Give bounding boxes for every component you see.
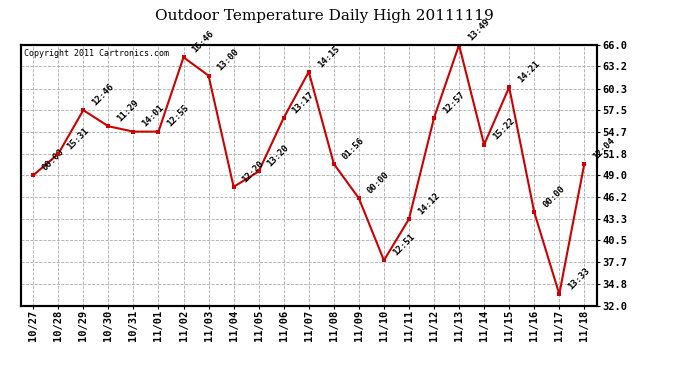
Text: 12:51: 12:51 — [391, 232, 416, 258]
Text: 12:20: 12:20 — [241, 159, 266, 184]
Text: 13:33: 13:33 — [566, 266, 591, 291]
Text: 13:00: 13:00 — [215, 48, 241, 73]
Text: 01:56: 01:56 — [341, 136, 366, 161]
Text: 15:31: 15:31 — [66, 126, 90, 151]
Text: 14:01: 14:01 — [140, 104, 166, 129]
Text: 13:17: 13:17 — [290, 90, 316, 115]
Text: 00:00: 00:00 — [40, 147, 66, 172]
Text: 14:12: 14:12 — [416, 191, 442, 216]
Text: 00:00: 00:00 — [541, 184, 566, 209]
Text: 12:55: 12:55 — [166, 104, 191, 129]
Text: 12:46: 12:46 — [90, 82, 116, 107]
Text: 12:04: 12:04 — [591, 136, 617, 161]
Text: 14:15: 14:15 — [316, 44, 341, 69]
Text: 13:49: 13:49 — [466, 17, 491, 42]
Text: 12:57: 12:57 — [441, 90, 466, 115]
Text: Copyright 2011 Cartronics.com: Copyright 2011 Cartronics.com — [23, 49, 168, 58]
Text: Outdoor Temperature Daily High 20111119: Outdoor Temperature Daily High 20111119 — [155, 9, 493, 23]
Text: 13:20: 13:20 — [266, 143, 291, 169]
Text: 15:22: 15:22 — [491, 117, 516, 142]
Text: 14:21: 14:21 — [516, 59, 542, 84]
Text: 16:46: 16:46 — [190, 29, 216, 54]
Text: 00:00: 00:00 — [366, 170, 391, 195]
Text: 11:29: 11:29 — [115, 98, 141, 123]
